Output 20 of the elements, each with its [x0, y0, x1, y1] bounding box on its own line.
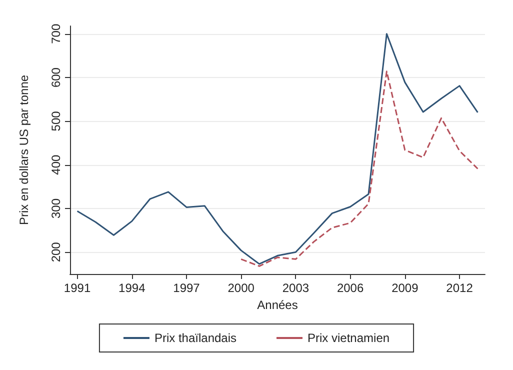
x-tick-label: 2000 — [228, 281, 255, 295]
line-series — [240, 70, 478, 267]
x-tick-label: 2003 — [282, 281, 310, 295]
x-tick-label: 1997 — [173, 281, 200, 295]
x-axis-title: Années — [257, 298, 298, 312]
y-tick-label: 200 — [49, 242, 63, 262]
y-tick-label: 600 — [49, 67, 63, 88]
y-tick-label: 700 — [49, 24, 63, 44]
y-tick-label: 500 — [49, 110, 63, 132]
legend-label: Prix thaïlandais — [154, 331, 237, 345]
line-series — [76, 33, 478, 265]
y-tick-label: 400 — [49, 154, 63, 175]
x-tick-label: 2012 — [446, 281, 474, 295]
x-tick-label: 2009 — [392, 281, 419, 295]
x-tick-label: 1991 — [64, 281, 91, 295]
y-axis-title: Prix en dollars US par tonne — [17, 74, 31, 226]
x-tick-label: 1994 — [118, 281, 146, 295]
legend-label: Prix vietnamien — [308, 331, 390, 345]
x-tick-label: 2006 — [336, 281, 364, 295]
y-tick-label: 300 — [49, 198, 63, 219]
